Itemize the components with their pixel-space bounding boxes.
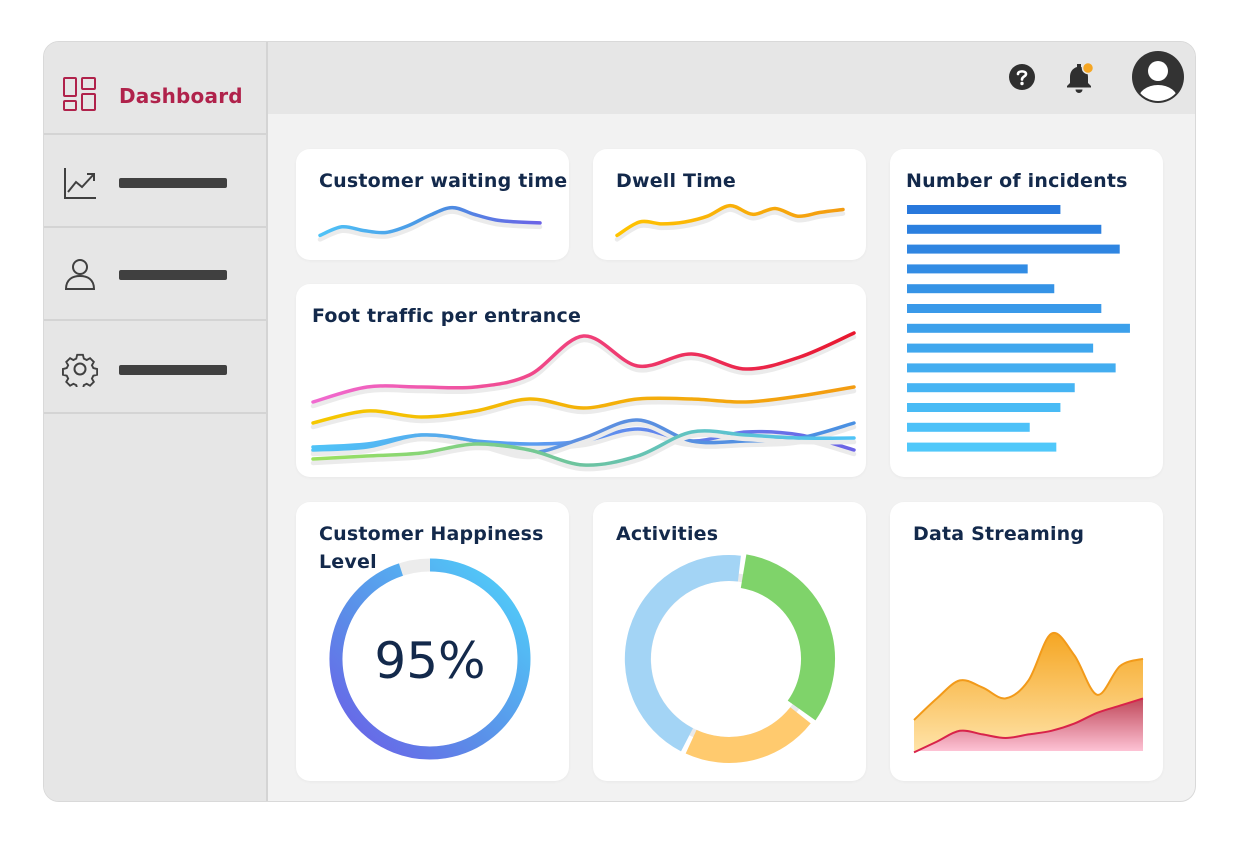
gear-icon [62,353,98,387]
card-foot-traffic: Foot traffic per entrance [296,284,866,477]
waiting-time-line-shadow [317,209,543,242]
card-title: Foot traffic per entrance [312,305,582,327]
incident-bar [907,224,1102,234]
card-data-streaming: Data Streaming [890,502,1163,781]
foot-traffic-line [311,331,856,404]
card-title: Dwell Time [616,170,737,192]
dwell-time-chart [614,203,846,242]
foot-traffic-line [311,429,856,467]
user-icon [64,259,96,290]
card-title: Number of incidents [906,170,1128,192]
incident-bar [907,442,1057,452]
incident-bar [907,422,1030,432]
card-title: Customer Happiness Level [319,523,544,573]
incident-bar [907,264,1028,274]
card-number-of-incidents: Number of incidents [890,149,1163,477]
happiness-value: 95% [374,632,486,690]
happiness-gauge [329,558,531,760]
sidebar-item-users[interactable] [44,228,266,321]
donut-segment [685,706,811,763]
sidebar-item-settings[interactable] [44,321,266,414]
sidebar-item-placeholder [119,270,227,280]
card-title: Customer waiting time [319,170,568,192]
incidents-bar-chart [907,205,1130,452]
incident-bar [907,323,1130,333]
stream-area [914,698,1143,753]
incident-bar [907,205,1061,214]
sidebar: Dashboard [44,42,268,801]
app-window: Dashboard [43,41,1196,802]
card-activities: Activities [593,502,866,781]
incident-bar [907,403,1061,412]
incident-bar [907,284,1055,294]
card-customer-happiness: Customer Happiness Level 95% [296,502,569,781]
sidebar-item-placeholder [119,365,227,375]
donut-segment [740,554,836,721]
sidebar-item-placeholder [119,178,227,188]
header [268,42,1195,114]
foot-traffic-line-shadow [310,388,857,430]
incident-bar [907,244,1120,254]
foot-traffic-chart [310,331,857,472]
activities-donut [624,554,836,763]
card-dwell-time: Dwell Time [593,149,866,260]
line-chart-icon [64,168,96,199]
waiting-time-line [318,205,542,238]
gauge-fill [329,558,531,760]
sidebar-item-analytics[interactable] [44,135,266,228]
incident-bar [907,363,1116,373]
stream-line [913,697,1144,754]
dwell-time-line [615,203,845,238]
card-title: Activities [616,523,719,545]
foot-traffic-line-shadow [310,421,857,460]
stream-line [913,631,1144,721]
waiting-time-chart [317,205,543,242]
foot-traffic-line-shadow [310,432,857,472]
avatar[interactable] [1131,50,1185,104]
foot-traffic-line [311,385,856,425]
help-icon[interactable] [1008,63,1036,91]
foot-traffic-line-shadow [310,334,857,409]
bell-icon[interactable] [1062,60,1096,94]
dwell-time-line-shadow [614,207,846,242]
dashboard-grid-icon [63,77,96,111]
card-title: Data Streaming [913,523,1085,545]
sidebar-item-dashboard[interactable]: Dashboard [44,42,266,135]
notification-dot [1081,61,1095,75]
donut-segment [624,555,741,752]
incident-bar [907,383,1075,393]
sidebar-item-label: Dashboard [119,84,243,108]
incident-bar [907,304,1102,313]
card-customer-waiting-time: Customer waiting time [296,149,569,260]
incident-bar [907,343,1094,353]
data-streaming-chart [913,631,1144,754]
